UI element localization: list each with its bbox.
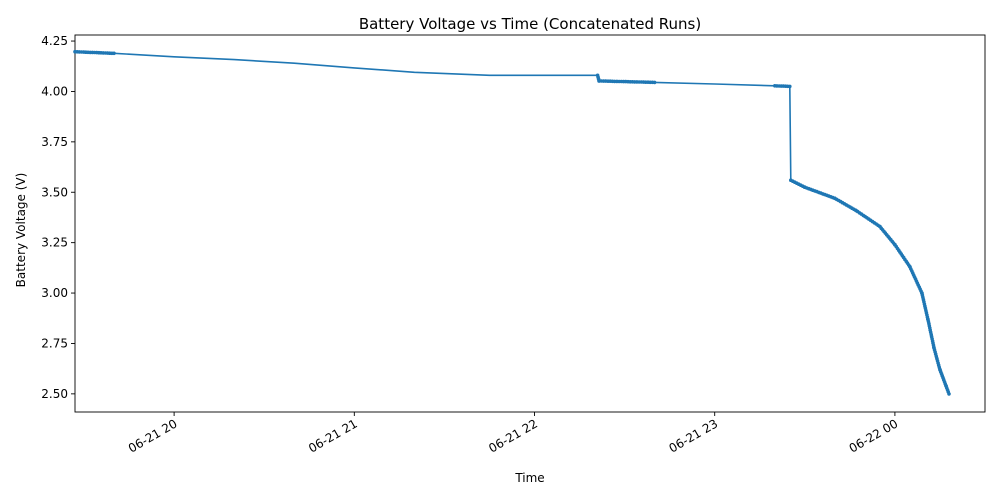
y-tick-label: 3.75 bbox=[41, 135, 68, 149]
data-point bbox=[947, 392, 951, 396]
y-axis-label: Battery Voltage (V) bbox=[14, 173, 28, 288]
x-axis-label: Time bbox=[514, 471, 544, 485]
chart-title: Battery Voltage vs Time (Concatenated Ru… bbox=[359, 15, 701, 33]
x-tick-label: 06-22 00 bbox=[847, 416, 901, 455]
data-point bbox=[112, 51, 116, 56]
x-tick-label: 06-21 21 bbox=[306, 416, 360, 455]
y-tick-label: 2.75 bbox=[41, 336, 68, 350]
x-tick-label: 06-21 23 bbox=[666, 416, 720, 455]
y-tick-label: 3.50 bbox=[41, 185, 68, 199]
series-line bbox=[74, 50, 950, 395]
y-tick-label: 4.00 bbox=[41, 84, 68, 98]
data-point bbox=[788, 84, 792, 89]
series-markers bbox=[73, 49, 951, 396]
y-tick-label: 3.25 bbox=[41, 236, 68, 250]
y-tick-label: 4.25 bbox=[41, 34, 68, 48]
y-tick-label: 3.00 bbox=[41, 286, 68, 300]
data-point bbox=[652, 80, 657, 85]
plot-area: 2.50 2.75 3.00 3.25 3.50 3.75 4.00 4.25 06-21 20… bbox=[41, 34, 986, 456]
axes-frame bbox=[74, 34, 986, 413]
y-tick-label: 2.50 bbox=[41, 387, 68, 401]
x-tick-label: 06-21 22 bbox=[486, 416, 540, 455]
x-tick-label: 06-21 20 bbox=[126, 416, 180, 455]
